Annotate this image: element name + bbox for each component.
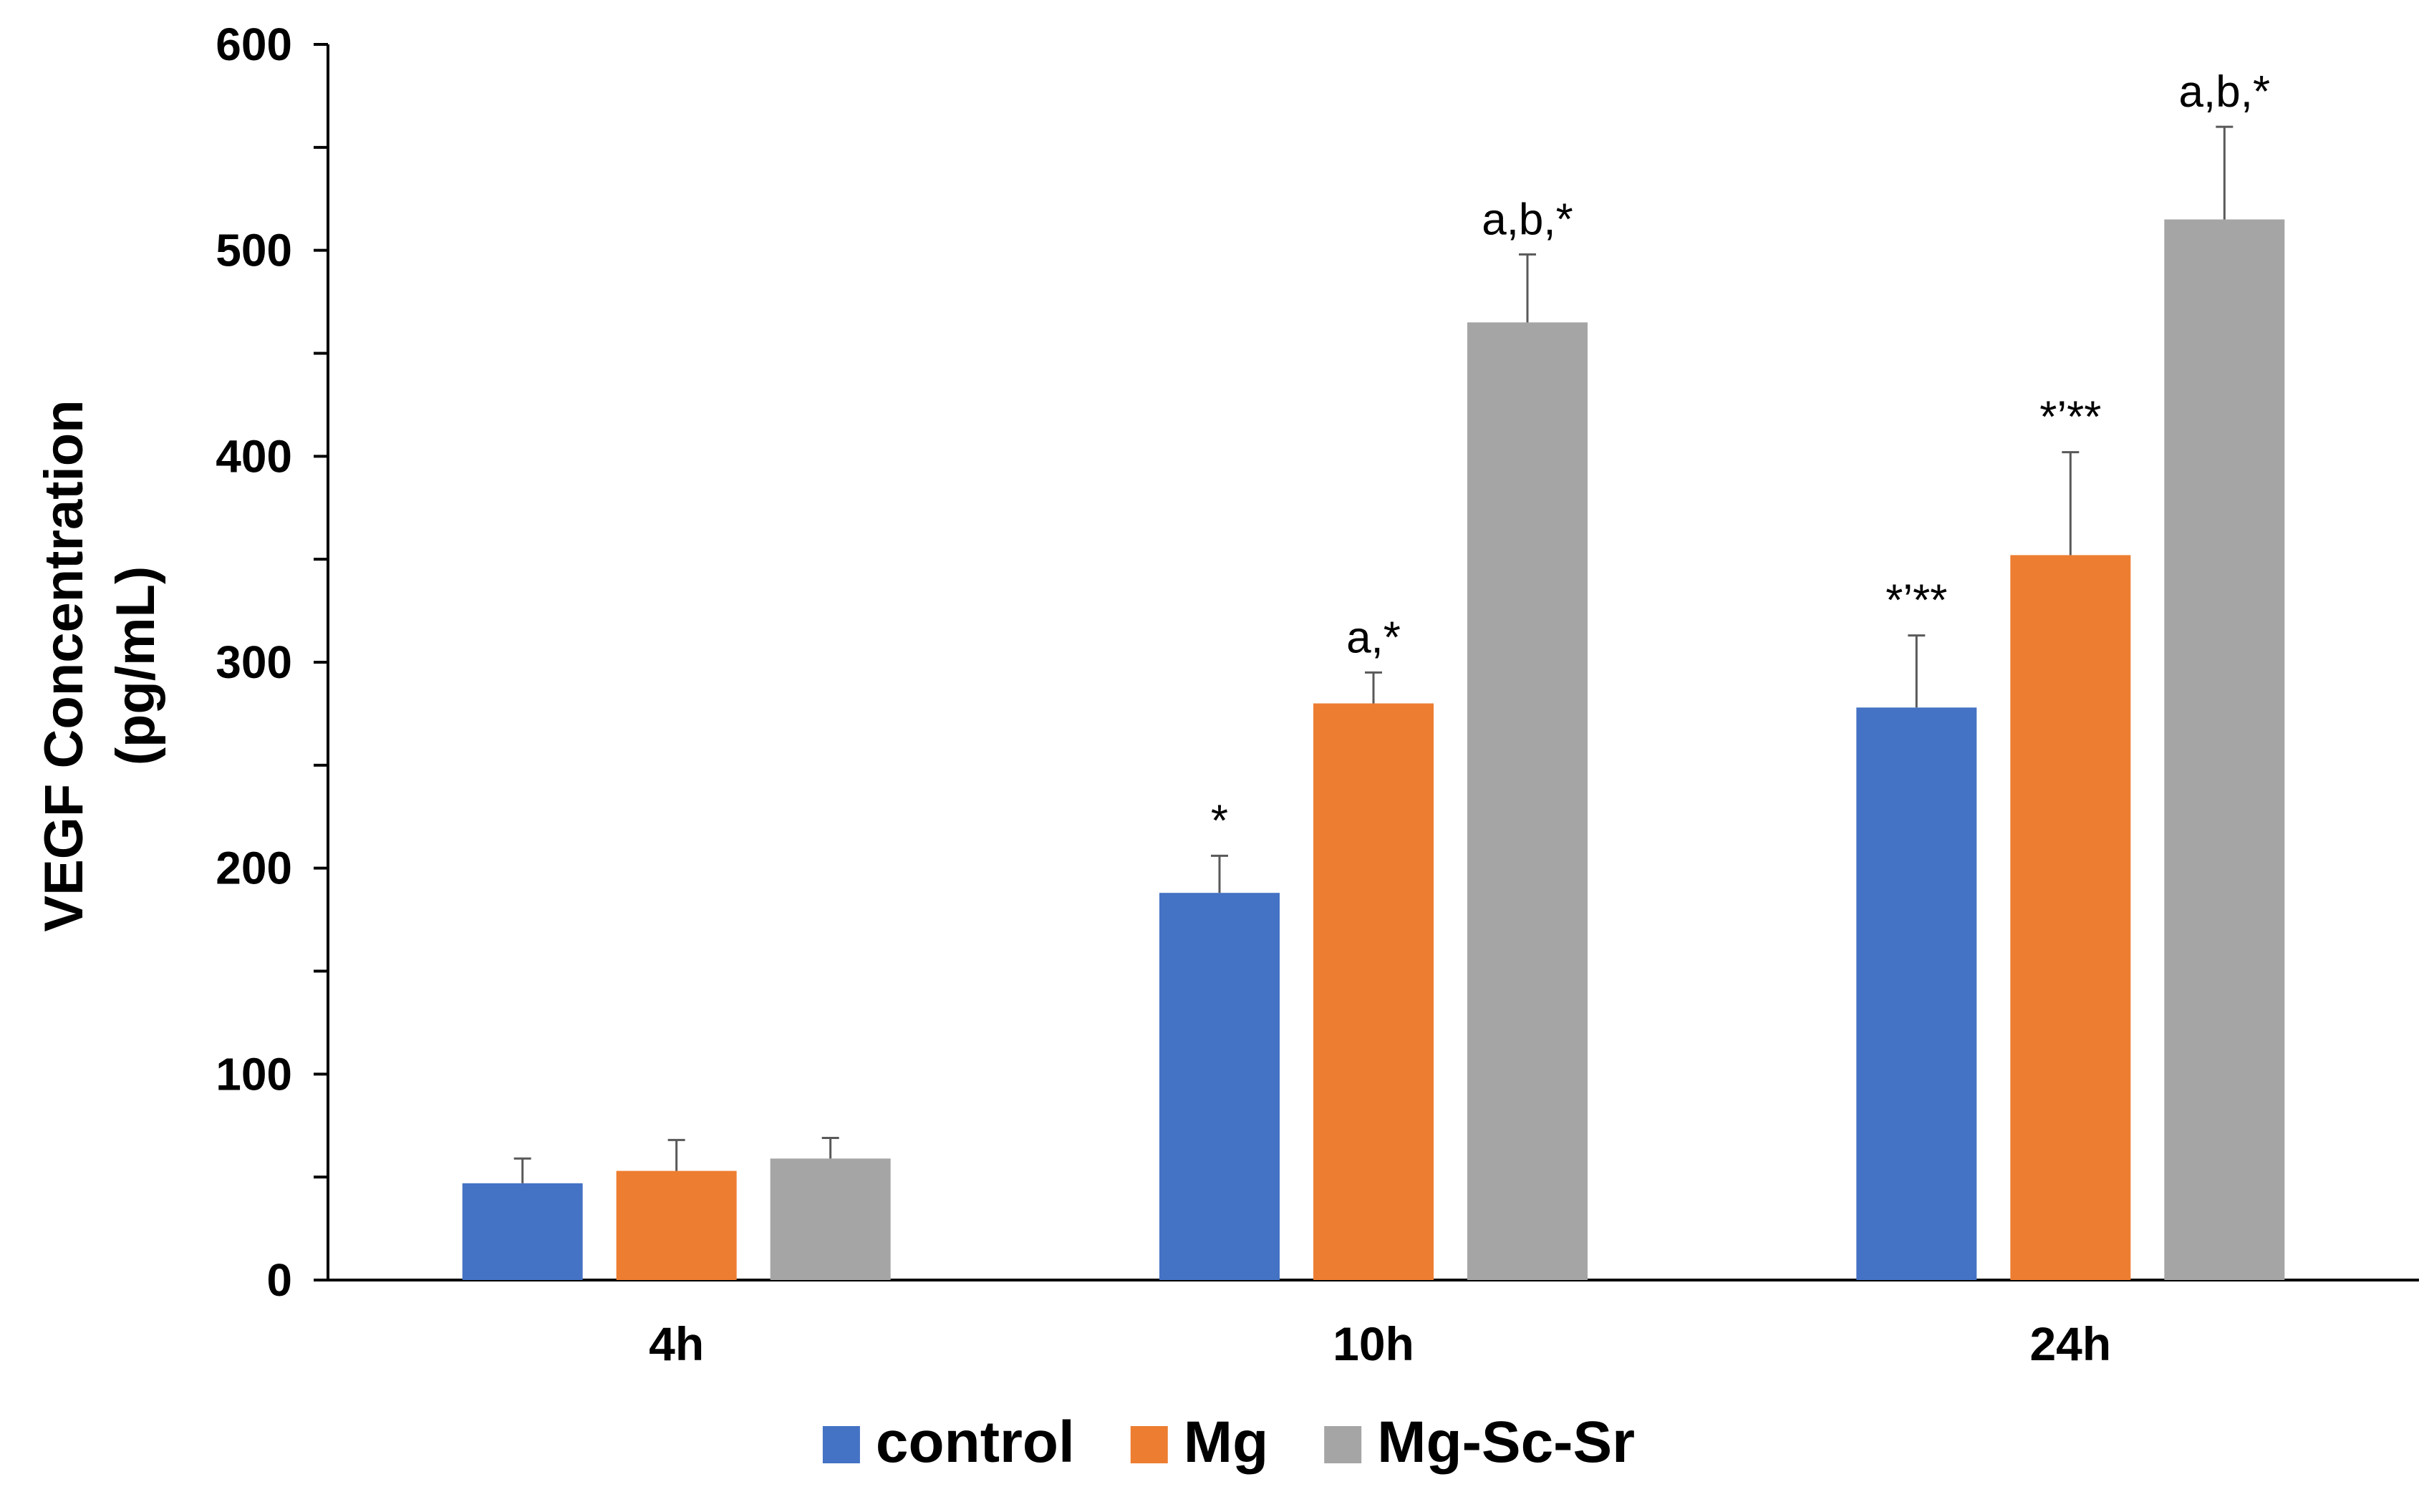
y-tick-label: 300 — [216, 636, 292, 688]
bar-mg-4h — [616, 1171, 737, 1280]
significance-label: a,b,* — [2179, 67, 2271, 117]
x-tick-label: 24h — [2029, 1317, 2111, 1370]
y-axis-title-line1: VEGF Concentration — [34, 399, 95, 931]
legend-label-control: control — [876, 1410, 1075, 1475]
x-tick-label: 4h — [649, 1317, 704, 1370]
bar-control-10h — [1159, 893, 1280, 1280]
significance-label: *’** — [2039, 393, 2101, 442]
y-tick-label: 0 — [266, 1254, 292, 1306]
bar-mg-sc-sr-4h — [770, 1158, 891, 1280]
bar-mg-10h — [1313, 703, 1434, 1280]
significance-label: a,b,* — [1482, 195, 1573, 244]
x-tick-label: 10h — [1333, 1317, 1414, 1370]
significance-label: *’** — [1885, 576, 1947, 626]
legend-swatch-control — [822, 1426, 860, 1463]
legend-label-mg-sc-sr: Mg-Sc-Sr — [1377, 1410, 1635, 1475]
bar-control-24h — [1856, 707, 1977, 1280]
bar-mg-sc-sr-10h — [1467, 322, 1588, 1281]
bar-control-4h — [462, 1183, 583, 1280]
legend-swatch-mg — [1130, 1426, 1168, 1463]
y-tick-label: 100 — [216, 1048, 292, 1100]
legend-label-mg: Mg — [1184, 1410, 1268, 1475]
y-tick-label: 500 — [216, 225, 292, 276]
y-tick-label: 200 — [216, 843, 292, 894]
y-axis-title-line2: (pg/mL) — [105, 566, 166, 766]
y-tick-label: 400 — [216, 430, 292, 482]
bar-mg-24h — [2010, 555, 2131, 1280]
significance-label: * — [1211, 796, 1228, 845]
significance-label: a,* — [1346, 613, 1401, 662]
legend: control Mg Mg-Sc-Sr — [822, 1410, 1635, 1475]
legend-swatch-mg-sc-sr — [1324, 1426, 1362, 1463]
plot-area: 0 100 200 300 400 500 600 4h 10h * a,* a,b,* 24h *’**… — [216, 19, 2419, 1370]
y-tick-label: 600 — [216, 19, 292, 70]
bar-mg-sc-sr-24h — [2164, 219, 2285, 1281]
